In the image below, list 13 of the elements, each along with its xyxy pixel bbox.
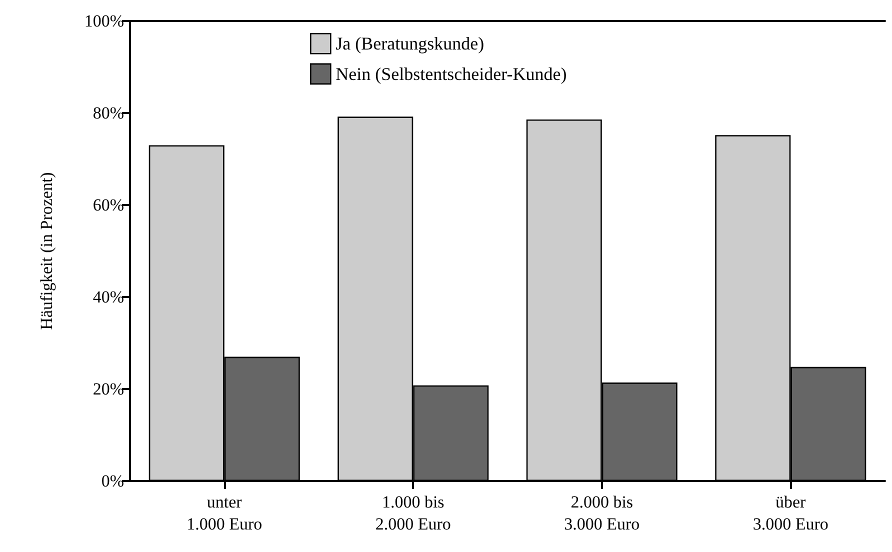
y-tick-label: 40% [92, 288, 124, 306]
y-tick-label: 0% [101, 472, 124, 490]
y-axis-title: Häufigkeit (in Prozent) [37, 172, 56, 330]
y-tick-label: 20% [92, 380, 124, 398]
x-tick-label: 1.000 bis 2.000 Euro [375, 492, 451, 534]
y-tick-label: 60% [92, 196, 124, 214]
x-tick-label: unter 1.000 Euro [186, 492, 262, 534]
x-tick-label: 2.000 bis 3.000 Euro [564, 492, 640, 534]
x-tick-label: über 3.000 Euro [752, 492, 828, 534]
y-tick-label: 100% [84, 12, 124, 30]
legend-label: Nein (Selbstentscheider-Kunde) [336, 64, 567, 84]
y-tick-label: 80% [92, 104, 124, 122]
legend-label: Ja (Beratungskunde) [336, 34, 484, 54]
